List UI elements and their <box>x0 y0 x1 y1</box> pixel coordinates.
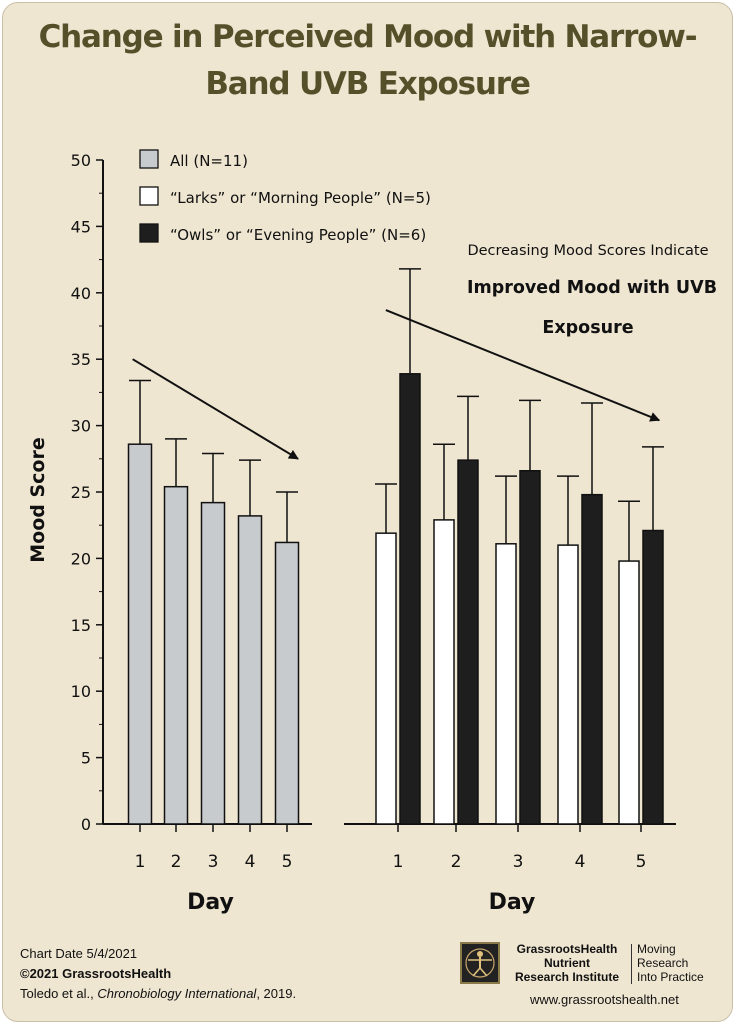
y-tick-label: 45 <box>71 217 91 236</box>
annotation-text: Improved Mood with UVB <box>467 278 717 298</box>
website-link[interactable]: www.grassrootshealth.net <box>530 992 679 1007</box>
y-tick-label: 35 <box>71 350 91 369</box>
bar <box>163 485 189 825</box>
x-axis-label: Day <box>187 890 234 915</box>
bar <box>495 543 517 825</box>
y-tick-label: 5 <box>81 749 91 768</box>
x-tick-label: 2 <box>171 852 182 872</box>
legend-swatch <box>139 223 159 243</box>
y-tick-label: 50 <box>71 151 91 170</box>
x-tick-label: 5 <box>282 852 293 872</box>
x-tick-label: 2 <box>451 852 462 872</box>
y-axis-label: Mood Score <box>27 437 49 563</box>
footer-credits: Chart Date 5/4/2021 ©2021 GrassrootsHeal… <box>20 944 296 1004</box>
y-tick-label: 30 <box>71 417 91 436</box>
logo-divider <box>631 944 632 984</box>
bar <box>581 493 603 825</box>
citation-authors: Toledo et al., <box>20 986 98 1001</box>
trend-arrow <box>132 358 299 460</box>
bar <box>433 519 455 825</box>
x-tick-label: 3 <box>513 852 524 872</box>
logo-name-line: GrassrootsHealth <box>516 942 618 956</box>
x-tick-label: 4 <box>575 852 586 872</box>
chart-date: Chart Date 5/4/2021 <box>20 946 138 961</box>
bar <box>642 529 664 825</box>
bar <box>375 532 397 825</box>
legend-label: All (N=11) <box>170 152 248 170</box>
bar <box>200 501 226 825</box>
bar <box>557 544 579 825</box>
x-tick-label: 5 <box>636 852 647 872</box>
bar <box>237 515 263 825</box>
logo-tagline-line: Research <box>637 956 689 970</box>
x-tick-label: 3 <box>208 852 219 872</box>
vitruvian-man-icon <box>460 942 500 984</box>
logo-name-line: Research Institute <box>514 970 620 984</box>
citation-journal: Chronobiology International <box>97 986 257 1001</box>
copyright: ©2021 GrassrootsHealth <box>20 966 172 981</box>
trend-arrow <box>385 309 661 422</box>
y-tick-label: 10 <box>71 682 91 701</box>
bar <box>519 470 541 825</box>
y-tick-label: 25 <box>71 483 91 502</box>
logo-tagline-line: Moving <box>637 942 676 956</box>
logo-name: GrassrootsHealth Nutrient Research Insti… <box>508 942 626 984</box>
y-tick-label: 15 <box>71 616 91 635</box>
chart-title: Change in Perceived Mood with Narrow-Ban… <box>38 19 698 102</box>
grassrootshealth-logo: GrassrootsHealth Nutrient Research Insti… <box>460 942 720 988</box>
bar <box>399 373 421 825</box>
bar <box>127 443 153 825</box>
y-tick-label: 20 <box>71 549 91 568</box>
annotation-text: Exposure <box>542 318 633 338</box>
x-tick-label: 4 <box>245 852 256 872</box>
x-tick-label: 1 <box>135 852 146 872</box>
x-axis-label: Day <box>489 890 536 915</box>
logo-name-line: Nutrient <box>544 956 590 970</box>
annotation-text: Decreasing Mood Scores Indicate <box>467 243 708 259</box>
bar <box>618 560 640 825</box>
y-tick-label: 0 <box>81 815 91 834</box>
citation-year: , 2019. <box>256 986 297 1001</box>
logo-tagline-line: Into Practice <box>637 970 704 984</box>
legend-label: “Owls” or “Evening People” (N=6) <box>170 226 426 244</box>
citation: Toledo et al., Chronobiology Internation… <box>20 984 296 1004</box>
legend-label: “Larks” or “Morning People” (N=5) <box>170 189 431 207</box>
y-tick-label: 40 <box>71 284 91 303</box>
legend-swatch <box>139 186 159 206</box>
logo-tagline: Moving Research Into Practice <box>637 942 704 984</box>
bar <box>274 541 300 825</box>
x-tick-label: 1 <box>393 852 404 872</box>
bar <box>457 459 479 825</box>
legend-swatch <box>139 149 159 169</box>
